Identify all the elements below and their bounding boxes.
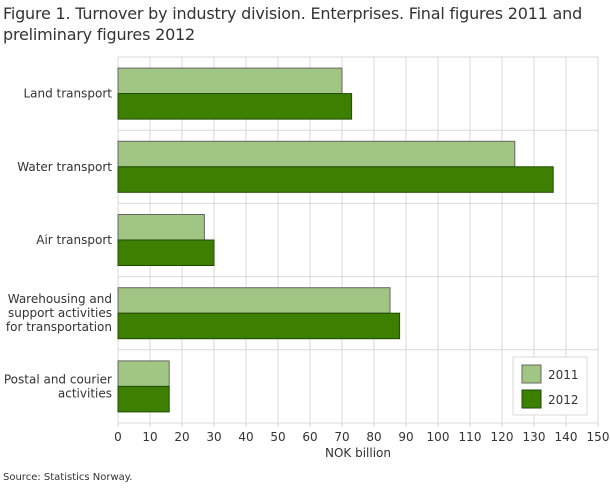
x-axis-title: NOK billion — [325, 446, 391, 460]
x-tick-label: 110 — [459, 430, 482, 444]
x-tick-label: 60 — [302, 430, 317, 444]
bar-2012 — [117, 239, 215, 266]
category-label: Postal and courier activities — [4, 372, 112, 400]
x-tick-labels: 0 10 20 30 40 50 60 70 80 90 100 110 120 130 140 150 — [114, 430, 609, 444]
bar-2011 — [117, 67, 343, 95]
x-tick-label: 100 — [427, 430, 450, 444]
x-tick-label: 10 — [142, 430, 157, 444]
bar-2011 — [117, 214, 205, 241]
category-label: Water transport — [17, 160, 112, 174]
x-tick-label: 70 — [334, 430, 349, 444]
x-tick-label: 140 — [555, 430, 578, 444]
category-label: Air transport — [36, 233, 112, 247]
x-tick-label: 80 — [366, 430, 381, 444]
x-tick-label: 90 — [398, 430, 413, 444]
bars — [117, 67, 554, 413]
legend-swatch-2011 — [521, 364, 542, 384]
bar-2011 — [117, 140, 516, 168]
legend-label-2012: 2012 — [548, 393, 579, 407]
category-label: Land transport — [23, 87, 112, 101]
x-tick-label: 130 — [523, 430, 546, 444]
x-tick-label: 0 — [114, 430, 122, 444]
x-tick-label: 40 — [238, 430, 253, 444]
x-tick-label: 150 — [587, 430, 610, 444]
x-tick-label: 20 — [174, 430, 189, 444]
source-note: Source: Statistics Norway. — [3, 472, 133, 483]
chart-title: Figure 1. Turnover by industry division.… — [3, 4, 583, 44]
x-tick-label: 120 — [491, 430, 514, 444]
bar-2011 — [117, 360, 170, 387]
category-labels: Land transport Water transport Air transpo… — [4, 87, 112, 401]
x-tick-label: 50 — [270, 430, 285, 444]
bar-2012 — [117, 312, 401, 340]
legend: 2011 2012 — [512, 356, 588, 416]
legend-label-2011: 2011 — [548, 368, 579, 382]
x-tick-label: 30 — [206, 430, 221, 444]
category-label: Warehousing and support activities for tra… — [6, 292, 112, 334]
bar-2012 — [117, 93, 353, 120]
bar-2012 — [117, 166, 554, 193]
bar-2011 — [117, 287, 391, 314]
legend-swatch-2012 — [521, 389, 542, 409]
bar-2012 — [117, 385, 170, 413]
